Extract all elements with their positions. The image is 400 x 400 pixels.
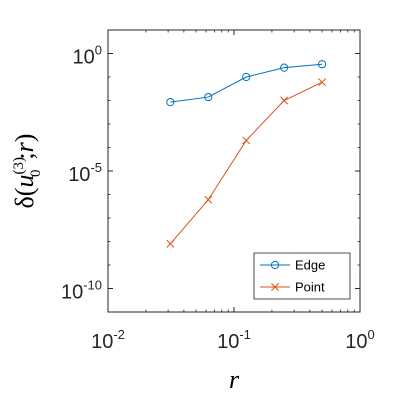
data-point-point-stroke bbox=[280, 96, 289, 105]
x-tick-label-exp: -2 bbox=[113, 327, 125, 342]
data-point-edge bbox=[242, 72, 251, 82]
x-axis-label: r bbox=[229, 365, 240, 394]
data-point-point bbox=[318, 78, 327, 87]
legend-label-edge: Edge bbox=[295, 258, 325, 273]
x-tick-label: 10-2 bbox=[91, 327, 125, 353]
data-point-edge bbox=[317, 60, 327, 69]
x-tick-label: 10-1 bbox=[217, 327, 251, 353]
y-tick-label-exp: -10 bbox=[83, 278, 102, 293]
legend-marker-point-stroke bbox=[271, 283, 279, 291]
legend-marker-edge bbox=[270, 260, 280, 270]
y-tick-label: 10-10 bbox=[61, 278, 102, 304]
data-point-point-stroke bbox=[242, 136, 251, 145]
y-tick-label-base: 10 bbox=[73, 47, 95, 69]
x-tick-label-base: 10 bbox=[345, 331, 367, 353]
legend-entries: Edge Point bbox=[260, 258, 325, 295]
x-tick-label-base: 10 bbox=[91, 331, 113, 353]
legend-label-point: Point bbox=[295, 280, 325, 295]
y-axis-label-sub: 0 bbox=[28, 170, 44, 178]
data-point-point bbox=[204, 195, 213, 204]
data-point-point bbox=[280, 96, 289, 105]
y-axis-label-var: u bbox=[10, 175, 39, 188]
data-point-point-stroke bbox=[204, 195, 213, 204]
data-point-edge bbox=[280, 63, 289, 72]
legend-box bbox=[253, 252, 351, 300]
y-axis-label-pre: δ( bbox=[10, 188, 39, 209]
y-tick-label-base: 10 bbox=[61, 282, 83, 304]
y-axis-label-arg: r bbox=[10, 141, 39, 152]
data-point-point bbox=[242, 136, 251, 145]
legend-marker-point bbox=[271, 283, 279, 291]
legend: Edge Point bbox=[253, 252, 351, 300]
data-point-point-stroke bbox=[318, 78, 327, 87]
series-edge bbox=[166, 60, 327, 107]
y-axis-label-post: ; bbox=[10, 152, 39, 159]
series-layer bbox=[166, 60, 327, 248]
y-tick-label-exp: 0 bbox=[95, 43, 102, 58]
y-axis-label-close: ) bbox=[10, 134, 39, 143]
series-point bbox=[166, 78, 327, 248]
data-point-point-stroke bbox=[166, 239, 175, 248]
y-tick-label-base: 10 bbox=[68, 164, 90, 186]
data-point-point bbox=[166, 239, 175, 248]
x-tick-label: 100 bbox=[345, 327, 374, 353]
y-tick-label: 100 bbox=[73, 43, 102, 69]
series-line-edge bbox=[170, 63, 323, 103]
x-tick-label-exp: -1 bbox=[239, 327, 251, 342]
y-axis-label-sup: (3) bbox=[11, 157, 27, 175]
data-point-edge bbox=[204, 92, 213, 102]
legend-item-point: Point bbox=[260, 280, 325, 295]
y-tick-label-exp: -5 bbox=[90, 160, 102, 175]
x-tick-label-exp: 0 bbox=[368, 327, 375, 342]
y-tick-label: 10-5 bbox=[68, 160, 102, 186]
x-tick-label-base: 10 bbox=[217, 331, 239, 353]
data-point-edge bbox=[166, 98, 175, 107]
y-axis-label: δ(u(3)0;r) bbox=[10, 134, 44, 209]
legend-item-edge: Edge bbox=[260, 258, 325, 273]
plot-frame bbox=[107, 29, 361, 313]
